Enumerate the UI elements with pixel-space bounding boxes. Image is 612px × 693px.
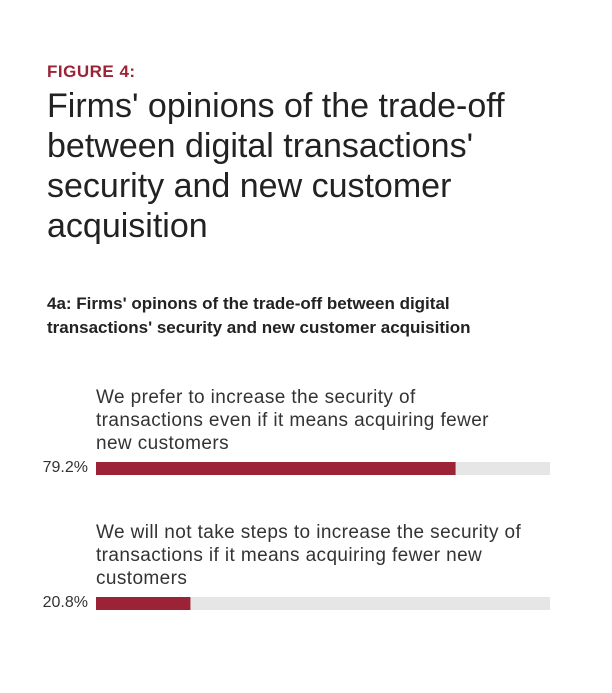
bar-track — [96, 597, 550, 610]
value-label: 20.8% — [42, 594, 88, 611]
category-label: We prefer to increase the security of tr… — [96, 387, 489, 454]
bar — [96, 597, 191, 610]
figure-label: FIGURE 4: — [47, 62, 136, 81]
chart-subtitle: 4a: Firms' opinons of the trade-off betw… — [47, 294, 471, 337]
chart-title: Firms' opinions of the trade-off between… — [47, 87, 505, 245]
bar — [96, 462, 456, 475]
category-label: We will not take steps to increase the s… — [96, 522, 522, 589]
value-label: 79.2% — [42, 459, 88, 476]
